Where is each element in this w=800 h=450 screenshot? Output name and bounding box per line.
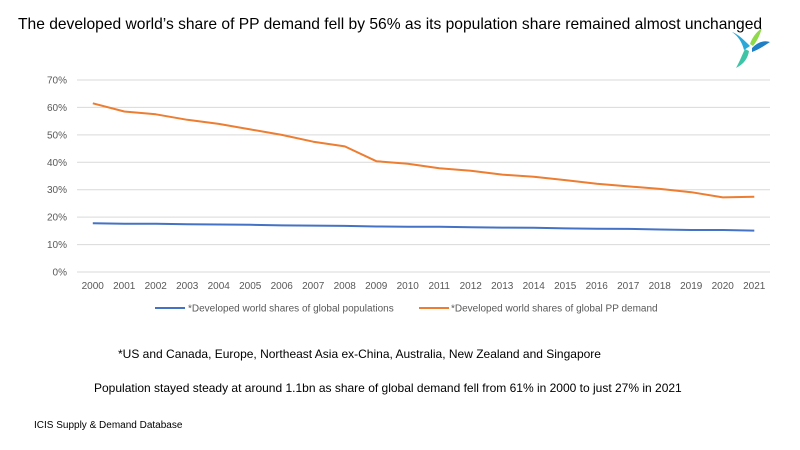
x-tick-label: 2013: [491, 281, 514, 292]
y-tick-label: 20%: [47, 213, 67, 224]
x-tick-label: 2020: [712, 281, 735, 292]
x-tick-label: 2015: [554, 281, 577, 292]
icis-pinwheel-logo-icon: [732, 28, 770, 68]
x-axis-ticks: 2000 2001 2002 2003 2004 2005 2006 2007 2008 2009…: [82, 281, 766, 292]
legend-label-demand: *Developed world shares of global PP dem…: [451, 304, 658, 315]
x-tick-label: 2009: [365, 281, 388, 292]
y-tick-label: 0%: [53, 268, 68, 279]
x-tick-label: 2005: [239, 281, 262, 292]
population-series-line: [92, 222, 755, 232]
x-tick-label: 2016: [586, 281, 609, 292]
x-tick-label: 2002: [145, 281, 168, 292]
x-tick-label: 2017: [617, 281, 640, 292]
x-tick-label: 2004: [208, 281, 231, 292]
y-tick-label: 30%: [47, 185, 67, 196]
x-tick-label: 2006: [271, 281, 294, 292]
series-lines: [92, 102, 755, 232]
x-tick-label: 2018: [649, 281, 672, 292]
chart-title: The developed world’s share of PP demand…: [18, 16, 763, 33]
legend-label-population: *Developed world shares of global popula…: [188, 304, 394, 315]
legend: *Developed world shares of global popula…: [155, 304, 658, 315]
demand-series-line: [92, 102, 755, 199]
y-tick-label: 40%: [47, 158, 67, 169]
gridlines: [77, 79, 770, 273]
x-tick-label: 2019: [680, 281, 703, 292]
x-tick-label: 2021: [743, 281, 766, 292]
source-label: ICIS Supply & Demand Database: [34, 420, 183, 431]
y-axis-ticks: 0% 10% 20% 30% 40% 50% 60% 70%: [47, 76, 67, 279]
x-tick-label: 2011: [428, 281, 450, 292]
y-tick-label: 70%: [47, 76, 67, 87]
y-tick-label: 50%: [47, 130, 67, 141]
x-tick-label: 2014: [523, 281, 546, 292]
footnote: *US and Canada, Europe, Northeast Asia e…: [118, 347, 601, 361]
x-tick-label: 2010: [397, 281, 420, 292]
x-tick-label: 2001: [113, 281, 136, 292]
summary-text: Population stayed steady at around 1.1bn…: [94, 381, 682, 395]
x-tick-label: 2008: [334, 281, 357, 292]
x-tick-label: 2012: [460, 281, 483, 292]
x-tick-label: 2000: [82, 281, 105, 292]
x-tick-label: 2003: [176, 281, 199, 292]
x-tick-label: 2007: [302, 281, 325, 292]
y-tick-label: 10%: [47, 240, 67, 251]
y-tick-label: 60%: [47, 103, 67, 114]
